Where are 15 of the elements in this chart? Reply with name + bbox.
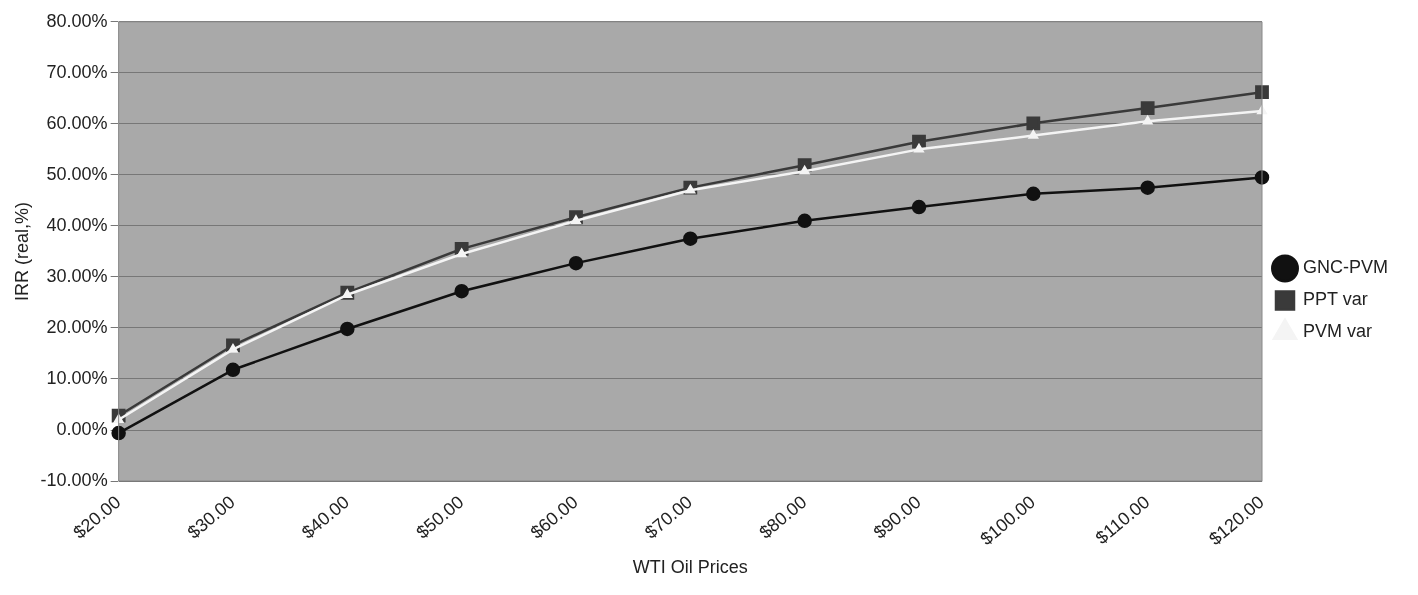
legend-label: GNC-PVM — [1303, 257, 1388, 278]
y-tick-label: 70.00% — [46, 61, 108, 82]
x-axis-title: WTI Oil Prices — [632, 557, 748, 578]
legend-label: PPT var — [1303, 289, 1368, 310]
y-tick-label: 0.00% — [56, 418, 108, 439]
y-tick-label: -10.00% — [40, 470, 108, 490]
y-tick-label: 20.00% — [46, 316, 108, 337]
y-tick-label: 60.00% — [46, 112, 108, 133]
y-tick-label: 50.00% — [46, 163, 108, 184]
y-axis-title: IRR (real,%) — [11, 201, 32, 301]
y-tick-label: 30.00% — [46, 265, 108, 286]
y-tick-label: 10.00% — [46, 367, 108, 388]
y-tick-label: 40.00% — [46, 214, 108, 235]
legend-label: PVM var — [1303, 321, 1373, 342]
y-tick-label: 80.00% — [46, 10, 108, 31]
